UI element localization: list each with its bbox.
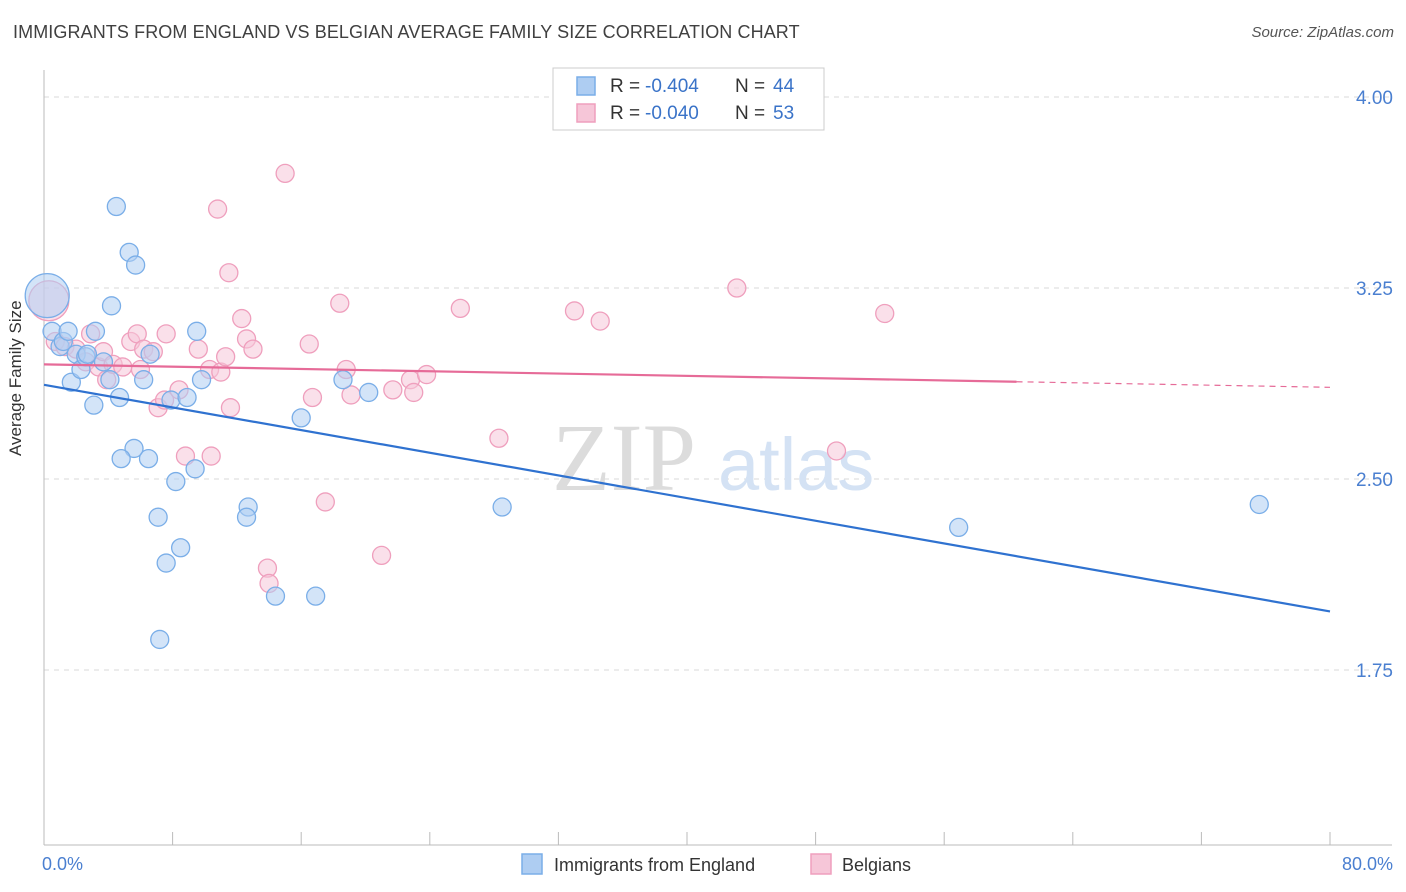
- y-tick-label-3: 1.75: [1356, 661, 1393, 682]
- england-point-33: [236, 507, 257, 527]
- legend-n-label-belgians: N =: [735, 103, 765, 124]
- belgians-point-48: [727, 278, 747, 298]
- belgians-point-40: [383, 380, 403, 400]
- y-tick-label-1: 3.25: [1356, 279, 1393, 300]
- legend-n-value-england: 44: [773, 76, 795, 97]
- belgians-point-46: [564, 301, 585, 321]
- tick-labels: 4.00 3.25 2.50 1.75 0.0% 80.0%: [42, 88, 1393, 874]
- england-point-26: [170, 538, 191, 558]
- belgians-point-19: [175, 446, 196, 466]
- england-point-22: [148, 507, 168, 527]
- england-point-19: [138, 448, 159, 469]
- england-point-21: [140, 344, 160, 364]
- england-point-43: [93, 352, 114, 372]
- england-point-41: [1249, 494, 1269, 515]
- england-point-23: [156, 553, 176, 573]
- belgians-point-32: [275, 163, 295, 184]
- belgians-point-42: [416, 364, 437, 385]
- source-credit: Source: ZipAtlas.com: [1251, 24, 1394, 41]
- england-point-14: [100, 370, 120, 390]
- belgians-point-39: [371, 545, 392, 566]
- belgians-points: [28, 163, 895, 594]
- england-point-11: [84, 395, 104, 415]
- england-point-40: [949, 517, 969, 538]
- belgians-point-27: [232, 308, 252, 329]
- england-point-28: [185, 459, 205, 479]
- belgians-point-22: [201, 446, 221, 466]
- england-point-35: [291, 408, 311, 428]
- legend-n-value-belgians: 53: [773, 103, 794, 124]
- england-point-12: [101, 296, 122, 316]
- england-point-18: [134, 370, 154, 390]
- watermark-zip: ZIP: [552, 404, 696, 511]
- watermark-atlas: atlas: [718, 423, 874, 506]
- england-point-36: [306, 586, 326, 606]
- england-point-38: [359, 382, 379, 403]
- y-tick-label-0: 4.00: [1356, 88, 1393, 109]
- axes: [43, 70, 1392, 846]
- belgians-point-34: [302, 387, 323, 408]
- x-tick-label-0: 0.0%: [42, 854, 83, 874]
- legend-bottom-swatch-england: [521, 853, 543, 875]
- belgians-point-35: [315, 492, 335, 512]
- england-point-5: [61, 372, 81, 392]
- legend-r-label-belgians: R =: [610, 103, 640, 124]
- england-point-39: [492, 497, 512, 517]
- chart-title: IMMIGRANTS FROM ENGLAND VS BELGIAN AVERA…: [13, 22, 800, 42]
- belgians-point-45: [489, 428, 509, 448]
- belgians-point-24: [215, 347, 236, 367]
- belgians-point-51: [207, 199, 228, 219]
- legend-swatch-england: [576, 76, 596, 96]
- england-point-13: [106, 196, 126, 217]
- stats-legend: R = -0.404 N = 44 R = -0.040 N = 53: [552, 67, 825, 131]
- belgians-point-20: [188, 339, 208, 359]
- england-point-17: [125, 255, 146, 275]
- belgians-point-44: [450, 298, 470, 319]
- legend-bottom-label-england: Immigrants from England: [554, 855, 755, 875]
- y-tick-label-2: 2.50: [1356, 470, 1393, 491]
- england-point-9: [77, 344, 98, 364]
- legend-n-label-england: N =: [735, 76, 765, 97]
- england-point-29: [187, 321, 207, 341]
- legend-swatch-belgians: [576, 103, 596, 123]
- england-point-0: [24, 272, 70, 319]
- belgians-point-43: [404, 382, 424, 403]
- england-point-27: [177, 387, 197, 408]
- england-point-37: [333, 370, 353, 390]
- x-tick-label-1: 80.0%: [1342, 854, 1393, 874]
- england-point-10: [85, 321, 106, 341]
- trend-lines: [43, 363, 1331, 613]
- england-points: [24, 196, 1269, 650]
- gridlines: [44, 96, 1392, 671]
- belgians-point-50: [875, 303, 895, 324]
- belgians-point-26: [220, 398, 241, 418]
- belgians-point-18: [156, 324, 176, 344]
- legend-bottom-label-belgians: Belgians: [842, 855, 911, 875]
- england-trend-line: [43, 383, 1331, 613]
- england-point-30: [191, 370, 212, 390]
- england-point-4: [58, 321, 78, 341]
- england-point-31: [150, 629, 170, 650]
- belgians-point-47: [590, 311, 610, 331]
- belgians-point-29: [243, 339, 263, 359]
- belgians-trend-line: [43, 363, 1017, 383]
- england-point-34: [265, 586, 286, 606]
- legend-r-value-belgians: -0.040: [645, 103, 699, 124]
- legend-r-label-england: R =: [610, 76, 640, 97]
- series-legend: Immigrants from England Belgians: [521, 853, 911, 875]
- belgians-point-33: [299, 334, 319, 354]
- legend-r-value-england: -0.404: [645, 76, 699, 97]
- england-point-25: [166, 471, 186, 492]
- belgians-point-25: [219, 263, 239, 283]
- belgians-point-36: [330, 293, 350, 313]
- england-point-20: [124, 438, 144, 459]
- belgians-trend-extension: [1016, 381, 1331, 388]
- belgians-point-49: [826, 441, 847, 461]
- legend-bottom-swatch-belgians: [810, 853, 832, 875]
- england-point-42: [111, 448, 131, 469]
